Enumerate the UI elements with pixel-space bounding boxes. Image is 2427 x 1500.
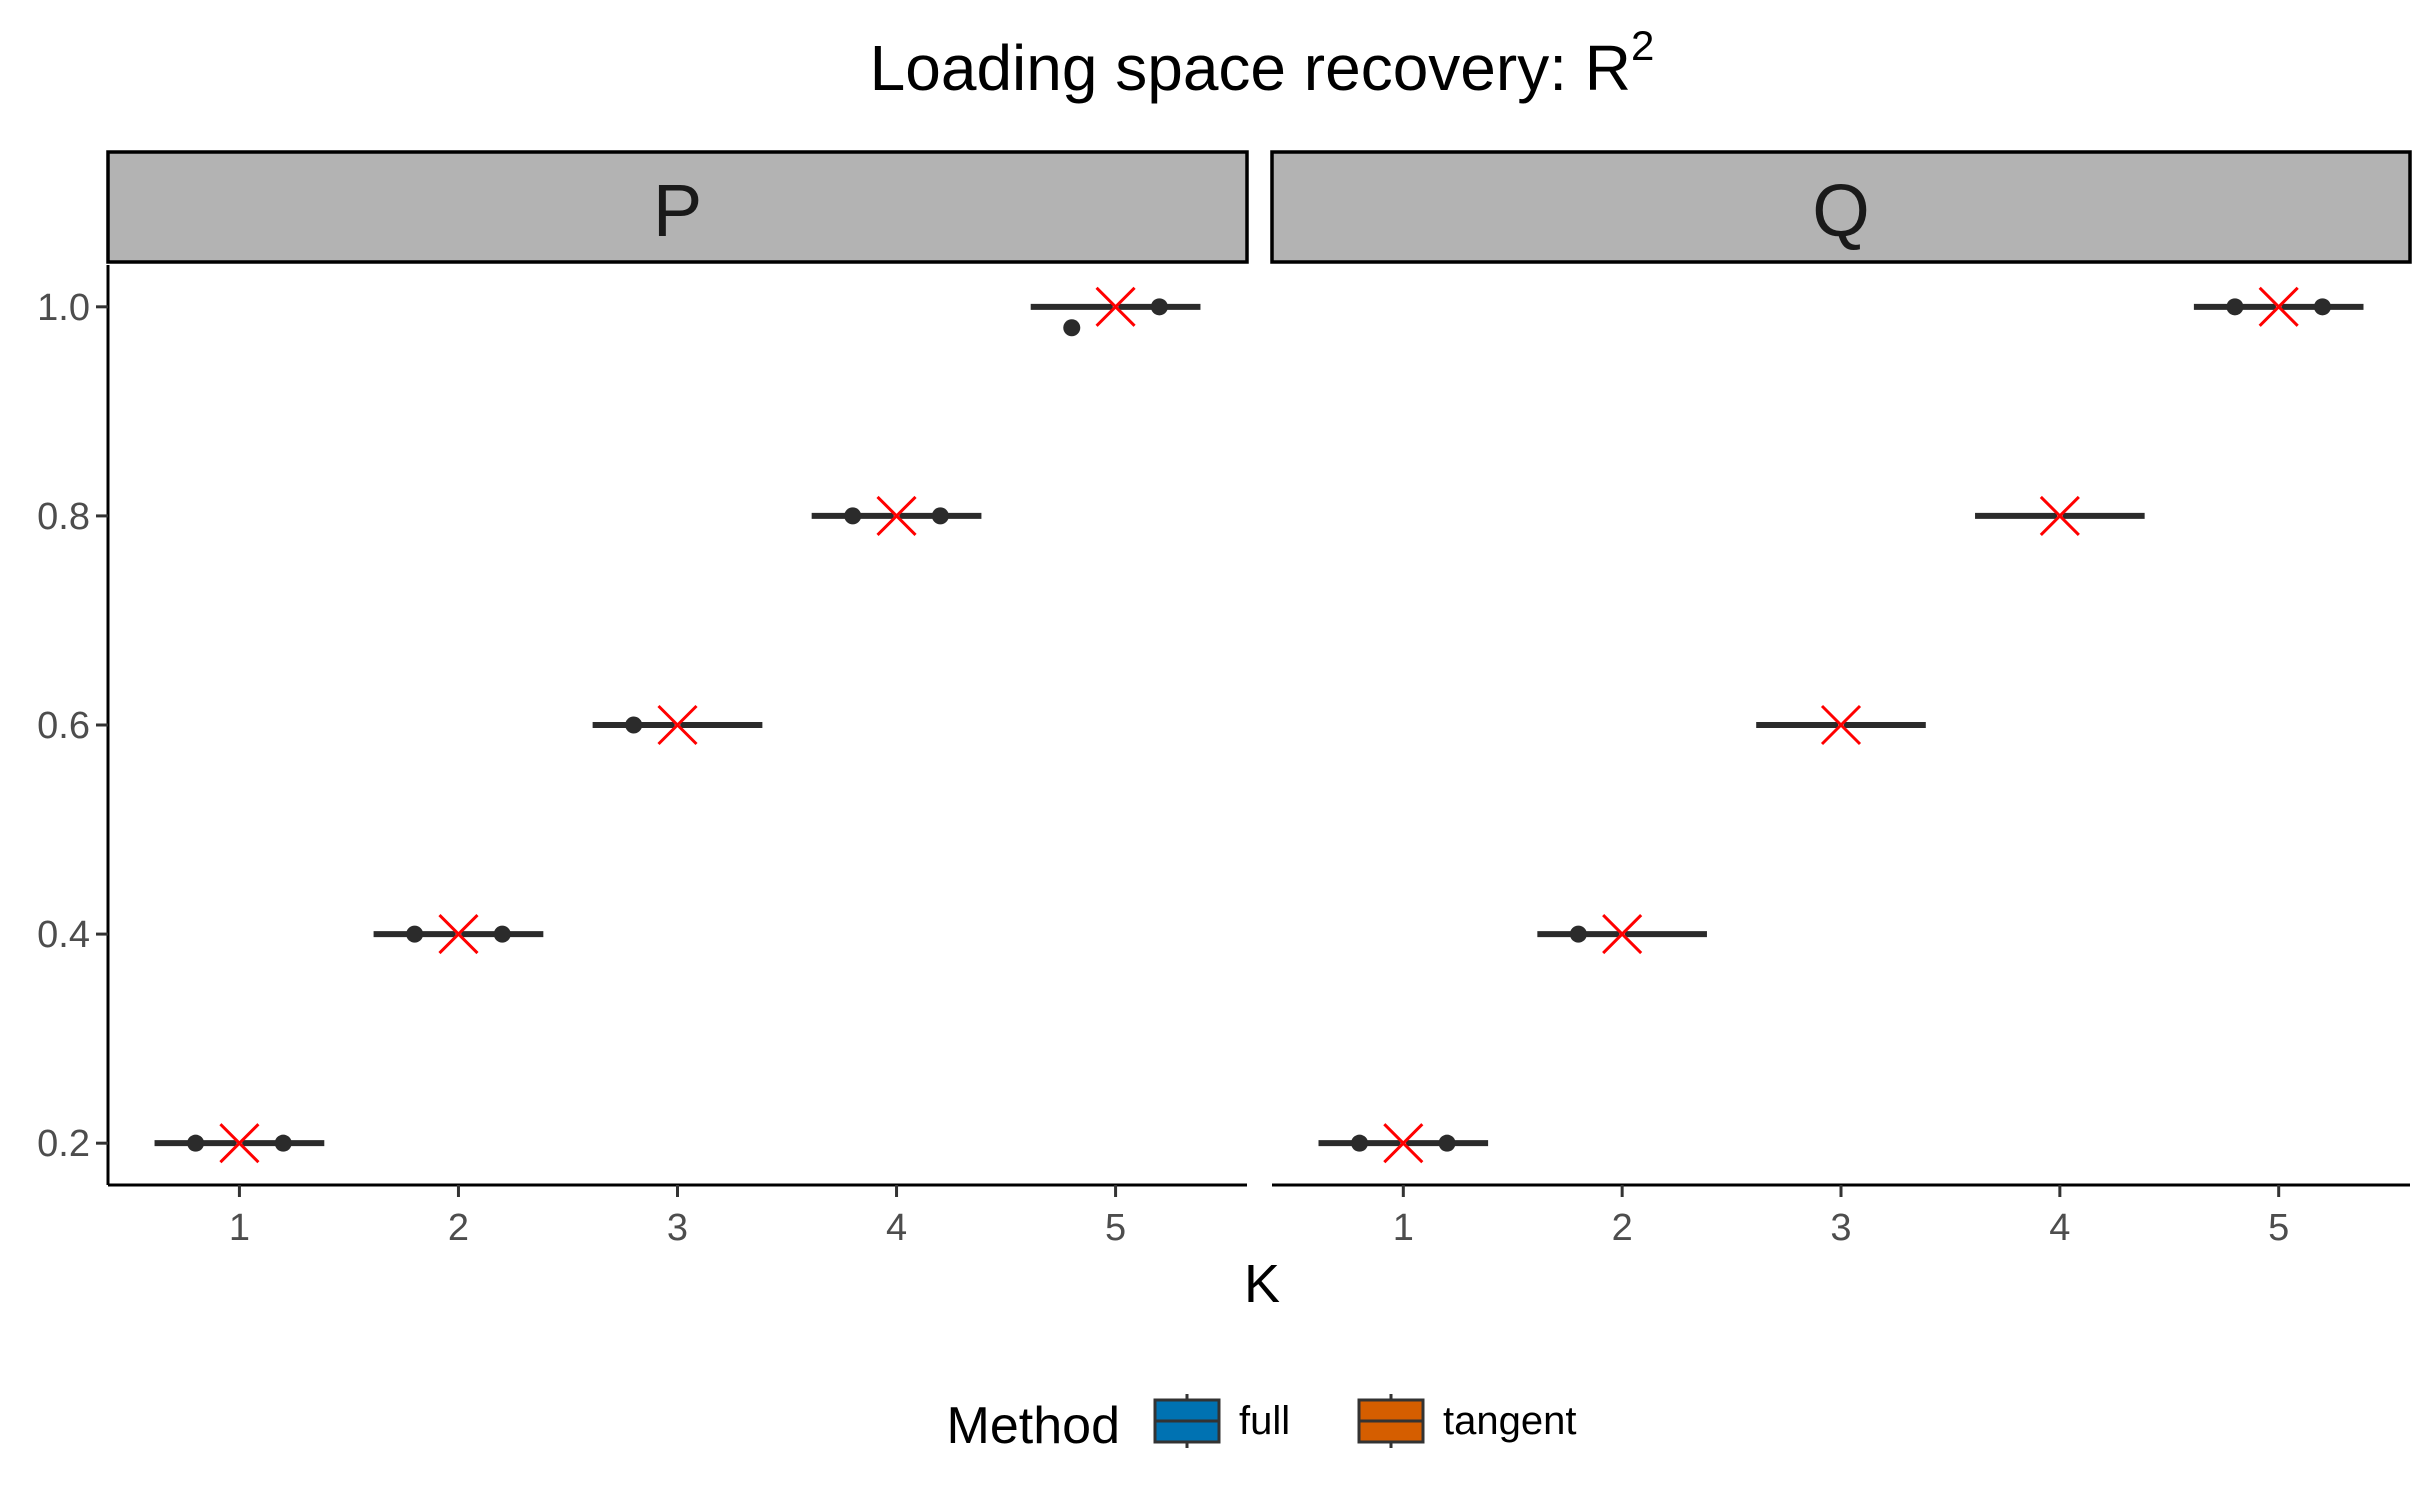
legend-label-full: full <box>1239 1399 1290 1443</box>
mean-marker-stroke <box>219 1123 260 1164</box>
outlier-point-full <box>1063 319 1081 337</box>
mean-marker <box>1383 1123 1424 1164</box>
facet-strip <box>106 150 1249 264</box>
mean-marker <box>2039 495 2080 536</box>
mean-marker-stroke <box>2039 495 2080 536</box>
outlier-point-tangent <box>1438 1134 1456 1152</box>
outlier-point-full <box>187 1134 205 1152</box>
legend-label-tangent: tangent <box>1443 1399 1576 1443</box>
y-tick-label: 0.2 <box>37 1123 90 1165</box>
mean-marker <box>876 495 917 536</box>
y-tick-label: 0.6 <box>37 705 90 747</box>
mean-marker-stroke <box>1820 704 1862 746</box>
outlier-point-tangent <box>493 925 511 943</box>
facet-strip-label: Q <box>1812 169 1870 252</box>
x-tick-label: 5 <box>1105 1207 1126 1249</box>
mean-marker <box>1820 704 1862 746</box>
facet-panel-p: P 1 2 3 4 5 <box>106 150 1249 1249</box>
legend-item-tangent: tangent <box>1357 1394 1576 1448</box>
outlier-point-tangent <box>1150 298 1168 316</box>
outlier-point-full <box>844 507 862 525</box>
legend: Method full tangent <box>947 1394 1576 1455</box>
x-tick-label: 4 <box>2049 1207 2070 1249</box>
mean-marker-stroke <box>438 914 479 955</box>
mean-marker-stroke <box>1095 286 1136 327</box>
x-tick-label: 5 <box>2268 1207 2289 1249</box>
chart-title-text: Loading space recovery: R <box>870 32 1631 104</box>
mean-marker <box>2258 286 2299 327</box>
mean-marker-stroke <box>1602 914 1643 955</box>
x-tick-label: 2 <box>1612 1207 1633 1249</box>
x-tick-label: 1 <box>1393 1207 1414 1249</box>
chart-title: Loading space recovery: R2 <box>870 22 1655 104</box>
legend-item-full: full <box>1153 1394 1290 1448</box>
x-tick-label: 3 <box>1830 1207 1851 1249</box>
y-tick-label: 0.4 <box>37 914 90 956</box>
y-axis: 0.2 0.4 0.6 0.8 1.0 <box>37 287 108 1165</box>
x-tick-label: 4 <box>886 1207 907 1249</box>
facet-panel-q: Q 1 2 3 4 5 <box>1270 150 2412 1249</box>
legend-title: Method <box>947 1397 1120 1455</box>
outlier-point-full <box>2226 298 2244 316</box>
outlier-point-tangent <box>931 507 949 525</box>
outlier-point-full <box>406 925 424 943</box>
mean-marker <box>1095 286 1136 327</box>
mean-marker-stroke <box>657 704 698 746</box>
mean-marker <box>219 1123 260 1164</box>
outlier-point-full <box>1351 1134 1369 1152</box>
outlier-point-full <box>1569 925 1587 943</box>
x-axis-label: K <box>1244 1254 1280 1314</box>
x-tick-label: 2 <box>448 1207 469 1249</box>
y-tick-label: 1.0 <box>37 287 90 329</box>
mean-marker <box>438 914 479 955</box>
mean-marker-stroke <box>2258 286 2299 327</box>
y-tick-label: 0.8 <box>37 496 90 538</box>
mean-marker <box>1602 914 1643 955</box>
facet-strip <box>1270 150 2412 264</box>
x-tick-label: 1 <box>229 1207 250 1249</box>
chart-title-superscript: 2 <box>1631 22 1654 69</box>
outlier-point-tangent <box>274 1134 292 1152</box>
outlier-point-full <box>625 716 643 734</box>
facet-strip-label: P <box>653 169 702 252</box>
outlier-point-tangent <box>2313 298 2331 316</box>
mean-marker-stroke <box>1383 1123 1424 1164</box>
mean-marker <box>657 704 698 746</box>
mean-marker-stroke <box>876 495 917 536</box>
x-tick-label: 3 <box>667 1207 688 1249</box>
panels: P 1 2 3 4 5 Q 1 2 3 4 5 <box>106 150 2412 1249</box>
